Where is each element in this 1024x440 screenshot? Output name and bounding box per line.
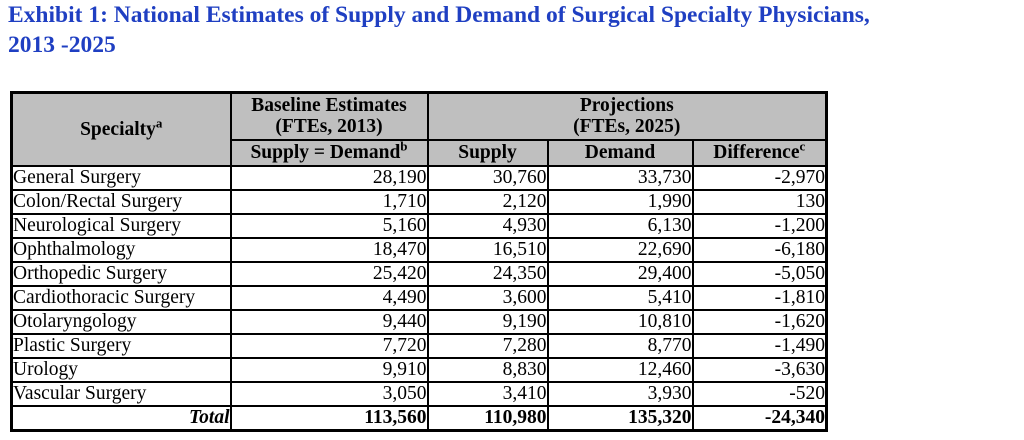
difference-cell: -5,050	[691, 260, 828, 287]
baseline-cell: 7,720	[229, 332, 429, 359]
baseline-cell: 28,190	[229, 164, 429, 191]
total-label: Total	[10, 404, 232, 431]
baseline-cell: 5,160	[229, 212, 429, 239]
exhibit-title-line2: 2013 -2025	[8, 32, 116, 58]
baseline-cell: 4,490	[229, 284, 429, 311]
footnote-marker-c: c	[799, 139, 806, 153]
specialty-cell: General Surgery	[10, 164, 232, 191]
table-row: Cardiothoracic Surgery 4,490 3,600 5,410…	[10, 284, 828, 311]
demand-cell: 12,460	[546, 356, 694, 383]
difference-cell: -2,970	[691, 164, 828, 191]
header-row-groups: Specialtya Baseline Estimates (FTEs, 2013…	[10, 91, 828, 167]
supply-cell: 3,410	[426, 380, 549, 407]
table-row: Plastic Surgery 7,720 7,280 8,770 -1,490	[10, 332, 828, 359]
header-baseline-group: Baseline Estimates (FTEs, 2013)	[229, 91, 429, 141]
baseline-cell: 1,710	[229, 188, 429, 215]
table-row: Otolaryngology 9,440 9,190 10,810 -1,620	[10, 308, 828, 335]
header-projections-group: Projections (FTEs, 2025)	[426, 91, 828, 141]
footnote-marker-b: b	[400, 139, 408, 153]
supply-cell: 24,350	[426, 260, 549, 287]
specialty-cell: Cardiothoracic Surgery	[10, 284, 232, 311]
baseline-cell: 9,440	[229, 308, 429, 335]
header-supply-equals-demand: Supply = Demandb	[229, 138, 429, 167]
specialty-cell: Otolaryngology	[10, 308, 232, 335]
supply-cell: 2,120	[426, 188, 549, 215]
specialty-cell: Neurological Surgery	[10, 212, 232, 239]
baseline-cell: 9,910	[229, 356, 429, 383]
supply-cell: 7,280	[426, 332, 549, 359]
difference-cell: -1,490	[691, 332, 828, 359]
table-body: General Surgery 28,190 30,760 33,730 -2,…	[10, 164, 828, 407]
demand-cell: 3,930	[546, 380, 694, 407]
table-row: Colon/Rectal Surgery 1,710 2,120 1,990 1…	[10, 188, 828, 215]
supply-demand-table: Specialtya Baseline Estimates (FTEs, 2013…	[10, 91, 829, 432]
header-specialty: Specialtya	[10, 91, 232, 167]
baseline-cell: 25,420	[229, 260, 429, 287]
difference-cell: -1,620	[691, 308, 828, 335]
footnote-marker-a: a	[155, 115, 163, 131]
difference-cell: -6,180	[691, 236, 828, 263]
total-row: Total 113,560 110,980 135,320 -24,340	[10, 404, 828, 431]
total-baseline-cell: 113,560	[229, 404, 429, 431]
table-row: Neurological Surgery 5,160 4,930 6,130 -…	[10, 212, 828, 239]
baseline-cell: 18,470	[229, 236, 429, 263]
demand-cell: 22,690	[546, 236, 694, 263]
demand-cell: 10,810	[546, 308, 694, 335]
specialty-cell: Orthopedic Surgery	[10, 260, 232, 287]
supply-cell: 9,190	[426, 308, 549, 335]
total-demand-cell: 135,320	[546, 404, 694, 431]
supply-cell: 3,600	[426, 284, 549, 311]
supply-cell: 8,830	[426, 356, 549, 383]
difference-cell: -3,630	[691, 356, 828, 383]
table-row: Orthopedic Surgery 25,420 24,350 29,400 …	[10, 260, 828, 287]
difference-cell: -520	[691, 380, 828, 407]
supply-cell: 4,930	[426, 212, 549, 239]
supply-cell: 30,760	[426, 164, 549, 191]
table-row: Urology 9,910 8,830 12,460 -3,630	[10, 356, 828, 383]
header-demand: Demand	[546, 138, 694, 167]
total-supply-cell: 110,980	[426, 404, 549, 431]
header-row-columns: Supply = Demandb Supply Demand Differenc…	[12, 138, 828, 167]
table-footer: Total 113,560 110,980 135,320 -24,340	[10, 404, 828, 431]
specialty-cell: Colon/Rectal Surgery	[10, 188, 232, 215]
table-header: Specialtya Baseline Estimates (FTEs, 2013…	[10, 91, 828, 167]
table-row: Vascular Surgery 3,050 3,410 3,930 -520	[10, 380, 828, 407]
exhibit-title-line1: Exhibit 1: National Estimates of Supply …	[8, 2, 870, 28]
table-row: General Surgery 28,190 30,760 33,730 -2,…	[10, 164, 828, 191]
demand-cell: 5,410	[546, 284, 694, 311]
supply-cell: 16,510	[426, 236, 549, 263]
baseline-cell: 3,050	[229, 380, 429, 407]
total-difference-cell: -24,340	[691, 404, 828, 431]
demand-cell: 6,130	[546, 212, 694, 239]
specialty-cell: Urology	[10, 356, 232, 383]
demand-cell: 33,730	[546, 164, 694, 191]
specialty-cell: Ophthalmology	[10, 236, 232, 263]
demand-cell: 8,770	[546, 332, 694, 359]
difference-cell: -1,810	[691, 284, 828, 311]
header-difference: Differencec	[691, 138, 828, 167]
table-row: Ophthalmology 18,470 16,510 22,690 -6,18…	[10, 236, 828, 263]
specialty-cell: Plastic Surgery	[10, 332, 232, 359]
demand-cell: 29,400	[546, 260, 694, 287]
specialty-cell: Vascular Surgery	[10, 380, 232, 407]
difference-cell: 130	[691, 188, 828, 215]
header-supply: Supply	[426, 138, 549, 167]
demand-cell: 1,990	[546, 188, 694, 215]
difference-cell: -1,200	[691, 212, 828, 239]
exhibit-title: Exhibit 1: National Estimates of Supply …	[8, 0, 870, 60]
